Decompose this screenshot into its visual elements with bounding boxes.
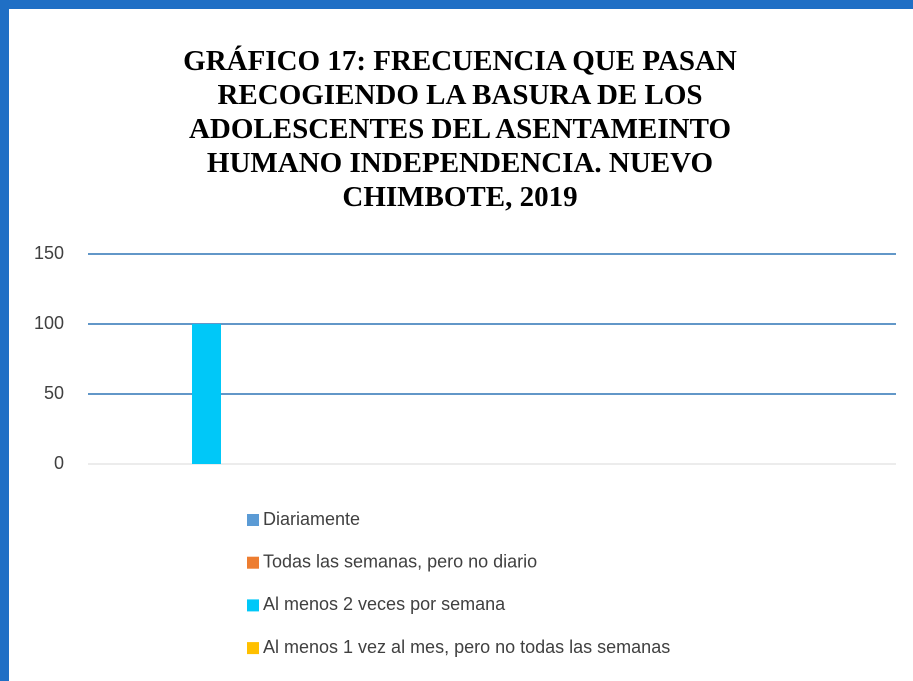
legend-swatch	[247, 642, 259, 655]
legend-swatch	[247, 514, 259, 526]
legend-label: Todas las semanas, pero no diario	[263, 551, 537, 571]
chart-title: GRÁFICO 17: FRECUENCIA QUE PASAN RECOGIE…	[183, 45, 737, 213]
legend-swatch	[247, 556, 259, 569]
frame-left	[0, 0, 9, 681]
legend-label: Diariamente	[263, 509, 360, 529]
bar	[192, 324, 221, 464]
y-tick-label: 0	[54, 453, 64, 473]
legend-label: Al menos 1 vez al mes, pero no todas las…	[263, 637, 670, 657]
y-tick-label: 150	[34, 243, 64, 263]
y-tick-label: 50	[44, 383, 64, 403]
y-tick-label: 100	[34, 313, 64, 333]
legend-swatch	[247, 599, 259, 612]
frame-top	[0, 0, 913, 9]
legend-label: Al menos 2 veces por semana	[263, 594, 506, 614]
